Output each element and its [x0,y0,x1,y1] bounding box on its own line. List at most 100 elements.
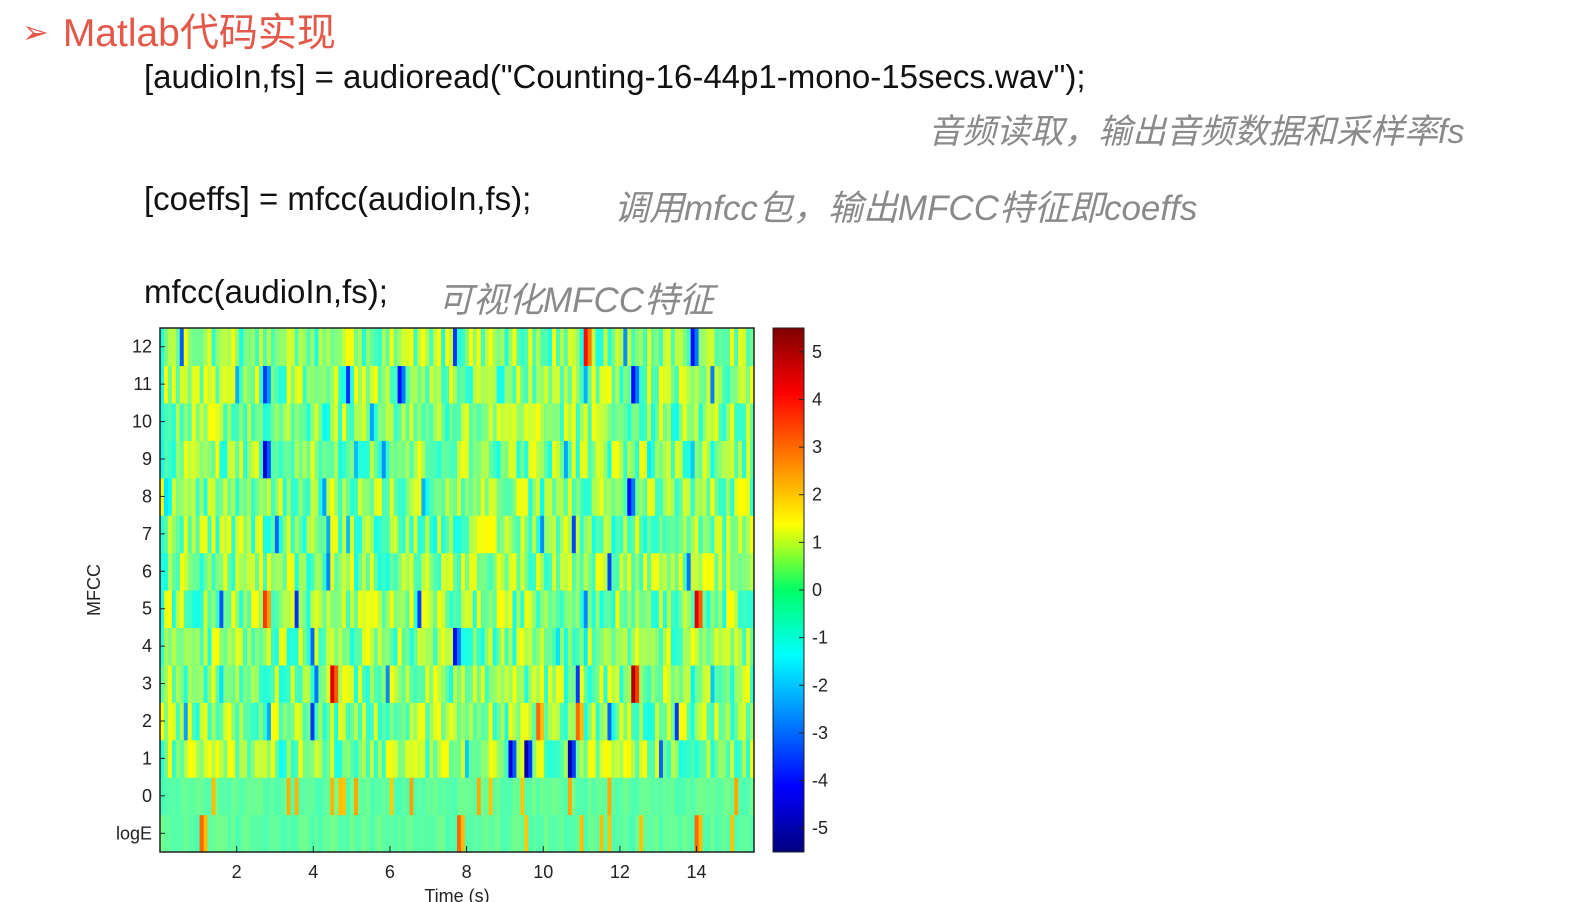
heatmap-cell [183,627,189,666]
heatmap-cell [540,664,545,703]
heatmap-cell [524,739,529,778]
heatmap-cell [746,440,751,479]
heatmap-cell [171,402,177,441]
heatmap-cell [726,440,731,479]
heatmap-cell [702,515,708,554]
heatmap-cell [338,814,343,853]
heatmap-cell [425,365,430,404]
heatmap-cell [460,552,466,591]
heatmap-cell [417,440,422,479]
heatmap-cell [457,402,462,441]
heatmap-cell [369,477,375,516]
heatmap-cell [326,477,331,516]
heatmap-cell [500,627,506,666]
heatmap-cell [266,477,272,516]
heatmap-cell [294,739,300,778]
heatmap-cell [528,515,533,554]
heatmap-cell [698,365,704,404]
heatmap-cell [377,402,383,441]
heatmap-cell [599,365,605,404]
heatmap-cell [611,702,616,741]
heatmap-cell [504,477,510,516]
heatmap-cell [441,440,446,479]
heatmap-cell [421,739,426,778]
heatmap-cell [342,515,347,554]
heatmap-cell [706,515,712,554]
heatmap-cell [401,365,407,404]
heatmap-cell [167,664,173,703]
heatmap-cell [243,814,248,853]
heatmap-cell [464,664,470,703]
heatmap-cell [579,365,585,404]
heatmap-cell [255,402,260,441]
heatmap-cell [484,440,490,479]
heatmap-cell [599,739,605,778]
heatmap-cell [338,515,343,554]
heatmap-cell [294,627,300,666]
heatmap-cell [409,814,415,853]
heatmap-cell [417,477,422,516]
heatmap-cell [718,814,723,853]
heatmap-cell [500,440,506,479]
heatmap-cell [536,402,541,441]
heatmap-cell [199,814,205,853]
heatmap-cell [587,627,593,666]
heatmap-cell [183,702,189,741]
heatmap-cell [544,590,549,629]
heatmap-cell [381,552,387,591]
heatmap-cell [722,477,727,516]
heatmap-cell [575,739,581,778]
heatmap-cell [163,365,169,404]
heatmap-cell [175,627,181,666]
heatmap-cell [627,702,632,741]
heatmap-cell [429,402,434,441]
heatmap-cell [472,365,478,404]
heatmap-cell [239,702,244,741]
heatmap-cell [377,477,383,516]
heatmap-cell [666,477,672,516]
heatmap-cell [393,515,399,554]
heatmap-cell [734,328,739,367]
heatmap-cell [540,440,545,479]
heatmap-cell [750,515,755,554]
heatmap-cell [468,365,474,404]
heatmap-cell [306,328,312,367]
heatmap-cell [215,739,220,778]
heatmap-cell [536,664,541,703]
heatmap-cell [286,627,292,666]
heatmap-cell [330,664,335,703]
heatmap-cell [635,365,640,404]
heatmap-cell [433,328,438,367]
heatmap-cell [235,627,240,666]
heatmap-cell [346,552,351,591]
heatmap-cell [635,664,640,703]
heatmap-cell [302,365,308,404]
heatmap-cell [492,627,498,666]
heatmap-cell [484,477,490,516]
heatmap-cell [631,590,636,629]
heatmap-cell [334,814,339,853]
heatmap-cell [730,590,735,629]
heatmap-cell [520,552,525,591]
heatmap-cell [738,365,743,404]
heatmap-cell [389,739,395,778]
heatmap-cell [338,739,343,778]
heatmap-cell [417,814,422,853]
heatmap-cell [310,777,316,816]
heatmap-cell [579,664,585,703]
heatmap-cell [655,777,660,816]
heatmap-cell [734,440,739,479]
heatmap-cell [726,477,731,516]
heatmap-cell [231,739,236,778]
heatmap-cell [163,590,169,629]
heatmap-cell [750,365,755,404]
heatmap-cell [567,739,573,778]
heatmap-cell [282,328,288,367]
heatmap-cell [346,365,351,404]
heatmap-cell [690,627,696,666]
heatmap-cell [611,402,616,441]
heatmap-cell [658,590,664,629]
heatmap-cell [639,777,644,816]
heatmap-cell [425,777,430,816]
heatmap-cell [607,702,613,741]
